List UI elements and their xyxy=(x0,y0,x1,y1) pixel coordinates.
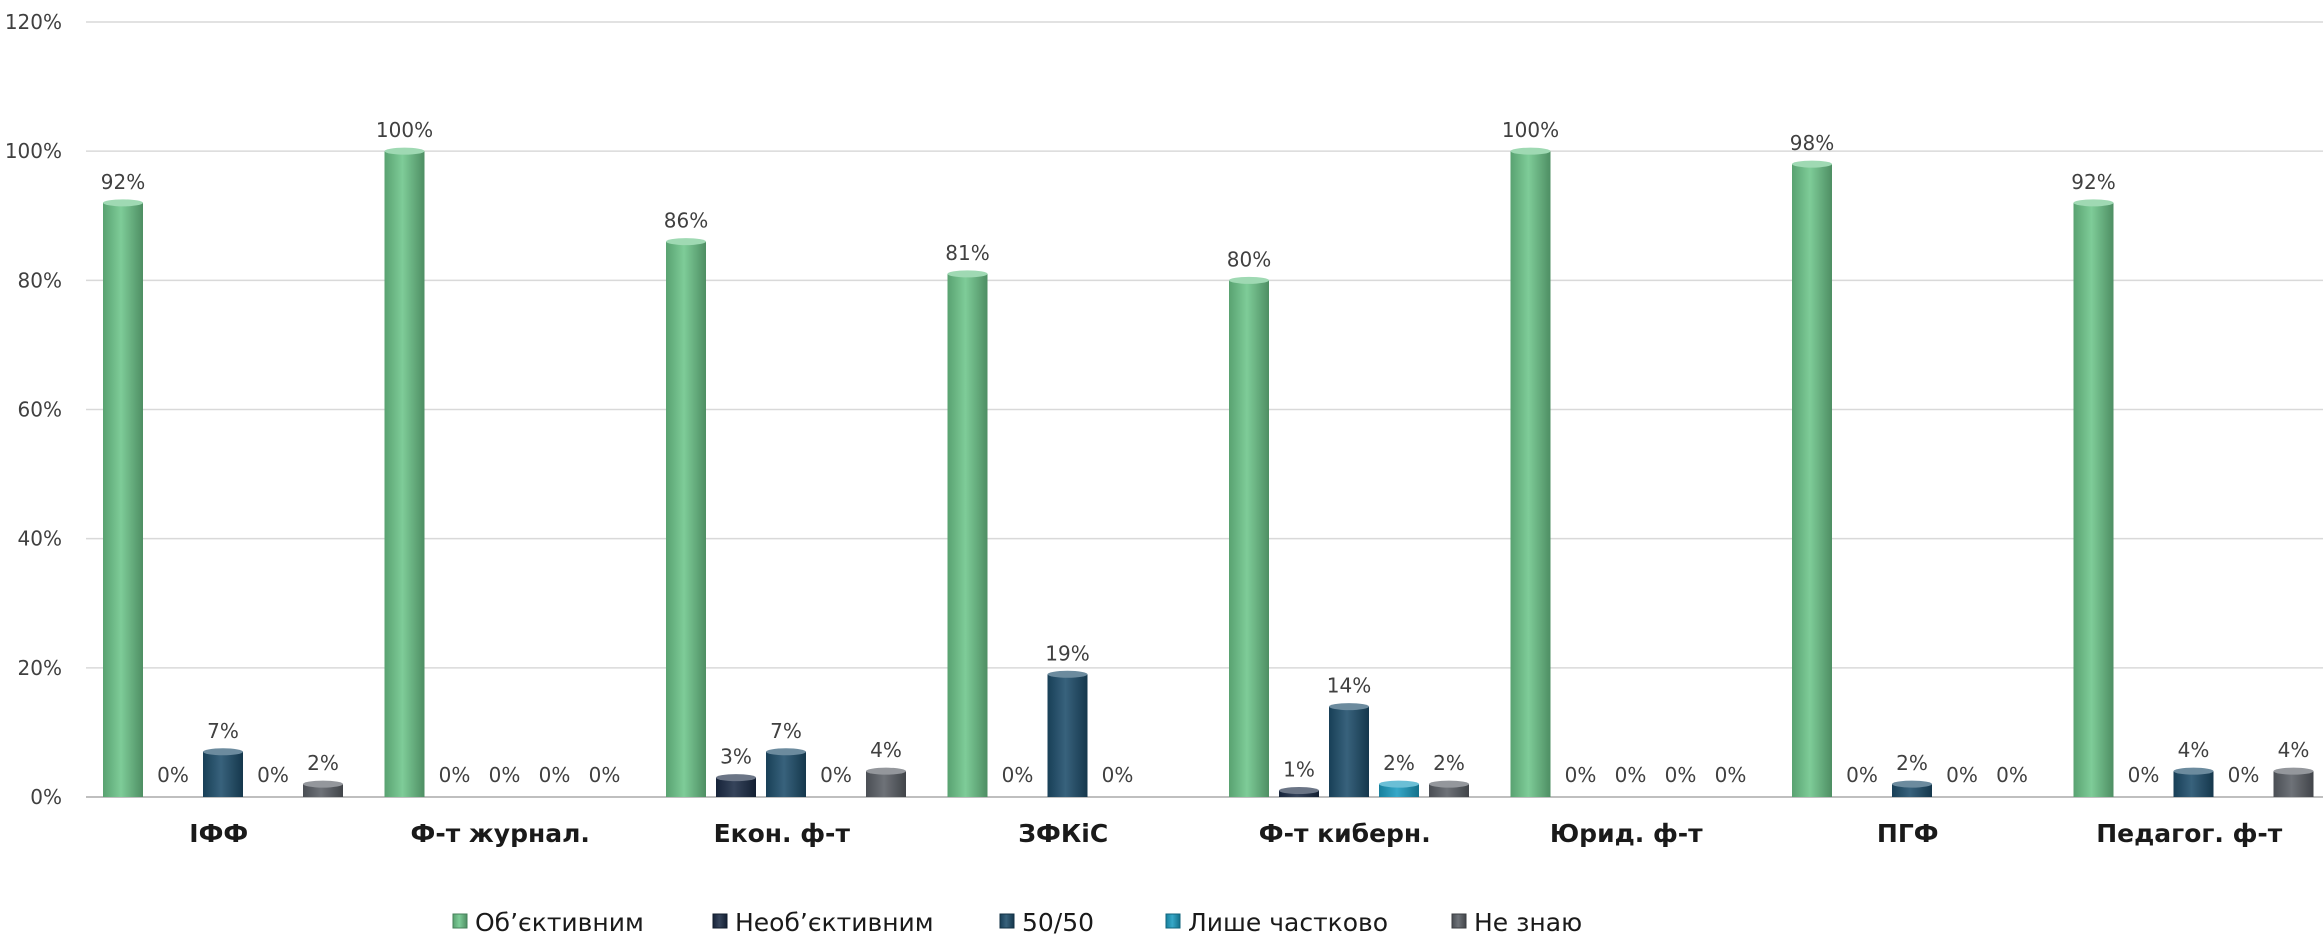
bar xyxy=(203,748,243,797)
y-tick-label: 60% xyxy=(18,398,62,422)
data-label: 0% xyxy=(1715,763,1747,787)
y-tick-label: 100% xyxy=(5,139,62,163)
legend-label: Об’єктивним xyxy=(475,908,644,937)
y-tick-label: 20% xyxy=(18,656,62,680)
data-label: 2% xyxy=(1896,751,1928,775)
bar xyxy=(1329,703,1369,797)
legend-label: 50/50 xyxy=(1022,908,1094,937)
data-label: 0% xyxy=(820,763,852,787)
bar xyxy=(2273,767,2314,797)
data-label: 100% xyxy=(376,118,433,142)
data-label: 0% xyxy=(2128,763,2160,787)
x-tick-label: Юрид. ф-т xyxy=(1550,819,1703,848)
data-label: 19% xyxy=(1045,641,1089,665)
bars xyxy=(103,147,2314,798)
x-axis-labels: ІФФ Ф-т журнал. Екон. ф-т ЗФКіС Ф-т киберн. Ю… xyxy=(189,819,2283,848)
bar xyxy=(1792,160,1832,798)
data-label: 98% xyxy=(1790,131,1834,155)
data-label: 0% xyxy=(157,763,189,787)
bar xyxy=(384,147,425,797)
bar xyxy=(2073,199,2114,798)
bar xyxy=(2173,767,2214,797)
y-tick-label: 120% xyxy=(5,10,62,34)
data-label: 2% xyxy=(307,751,339,775)
data-label: 4% xyxy=(2278,738,2310,762)
data-label: 0% xyxy=(1002,763,1034,787)
bar xyxy=(766,748,806,797)
data-label: 0% xyxy=(1996,763,2028,787)
data-label: 0% xyxy=(1946,763,1978,787)
legend-item: Не знаю xyxy=(1451,908,1582,937)
data-label: 4% xyxy=(870,738,902,762)
bar xyxy=(303,780,343,797)
data-label: 80% xyxy=(1227,247,1271,271)
x-tick-label: Ф-т киберн. xyxy=(1259,819,1431,848)
legend-swatch xyxy=(999,913,1015,929)
legend-swatch xyxy=(712,913,728,929)
x-tick-label: ПГФ xyxy=(1877,819,1939,848)
x-tick-label: ІФФ xyxy=(189,819,248,848)
x-tick-label: Педагог. ф-т xyxy=(2096,819,2283,848)
data-label: 7% xyxy=(770,719,802,743)
gridlines xyxy=(86,21,2323,798)
data-label: 0% xyxy=(257,763,289,787)
legend-swatch xyxy=(452,913,468,929)
data-label: 0% xyxy=(489,763,521,787)
data-label: 0% xyxy=(439,763,471,787)
data-label: 2% xyxy=(1433,751,1465,775)
data-label: 0% xyxy=(1565,763,1597,787)
bar xyxy=(103,199,143,798)
data-label: 2% xyxy=(1383,751,1415,775)
x-tick-label: ЗФКіС xyxy=(1018,819,1108,848)
data-labels: 92% 0% 7% 0% 2% 100% 0% 0% 0% 0% 86% 3% 7% 0% 4% 81% 0% 1… xyxy=(101,118,2310,787)
data-label: 0% xyxy=(2228,763,2260,787)
bar xyxy=(1279,787,1319,797)
y-tick-label: 0% xyxy=(30,785,62,809)
legend: Об’єктивним Необ’єктивним 50/50 Лише частко… xyxy=(452,908,1582,937)
data-label: 0% xyxy=(1615,763,1647,787)
data-label: 0% xyxy=(539,763,571,787)
legend-label: Необ’єктивним xyxy=(735,908,934,937)
data-label: 14% xyxy=(1327,674,1371,698)
x-tick-label: Екон. ф-т xyxy=(714,819,851,848)
data-label: 0% xyxy=(589,763,621,787)
y-tick-label: 80% xyxy=(18,268,62,292)
data-label: 92% xyxy=(2071,170,2115,194)
data-label: 0% xyxy=(1846,763,1878,787)
bar xyxy=(1510,147,1551,797)
data-label: 92% xyxy=(101,170,145,194)
data-label: 81% xyxy=(945,241,989,265)
legend-label: Не знаю xyxy=(1474,908,1582,937)
bar xyxy=(1047,670,1088,797)
legend-swatch xyxy=(1451,913,1467,929)
x-tick-label: Ф-т журнал. xyxy=(411,819,590,848)
legend-item: Об’єктивним xyxy=(452,908,644,937)
bar xyxy=(1229,276,1269,797)
data-label: 3% xyxy=(720,745,752,769)
data-label: 0% xyxy=(1665,763,1697,787)
data-label: 0% xyxy=(1102,763,1134,787)
data-label: 4% xyxy=(2178,738,2210,762)
y-tick-label: 40% xyxy=(18,527,62,551)
data-label: 86% xyxy=(664,209,708,233)
legend-label: Лише частково xyxy=(1188,908,1388,937)
legend-item: Лише частково xyxy=(1165,908,1388,937)
legend-item: 50/50 xyxy=(999,908,1094,937)
data-label: 7% xyxy=(207,719,239,743)
y-axis-labels: 0% 20% 40% 60% 80% 100% 120% xyxy=(5,10,62,809)
bar xyxy=(1429,780,1469,797)
bar xyxy=(1892,780,1932,797)
bar xyxy=(866,767,906,797)
bar xyxy=(716,774,756,797)
legend-item: Необ’єктивним xyxy=(712,908,934,937)
data-label: 100% xyxy=(1502,118,1559,142)
legend-swatch xyxy=(1165,913,1181,929)
data-label: 1% xyxy=(1283,758,1315,782)
bar xyxy=(666,238,706,798)
bar xyxy=(1379,780,1419,797)
bar xyxy=(947,270,988,797)
